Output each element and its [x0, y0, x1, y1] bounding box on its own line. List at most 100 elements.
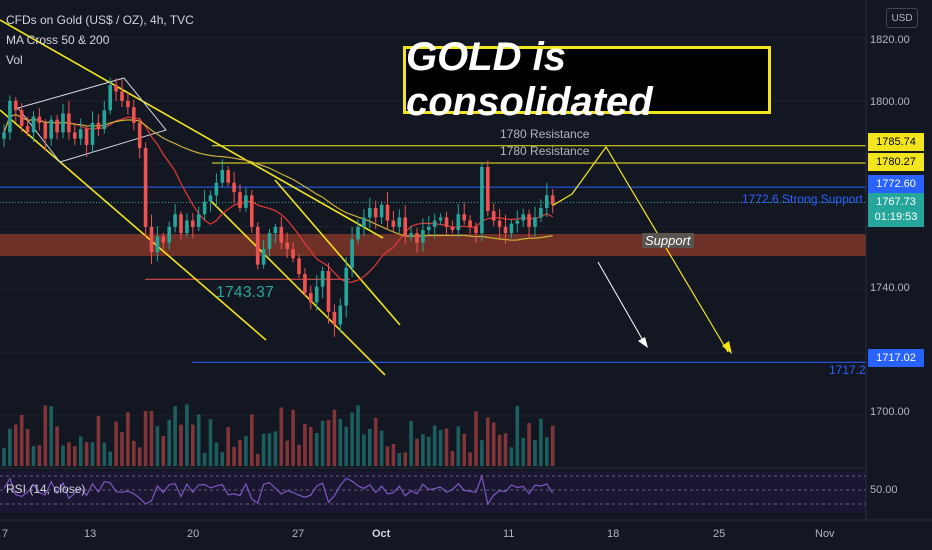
- volume-bar: [468, 452, 472, 466]
- volume-bar: [244, 436, 248, 466]
- volume-bar: [250, 414, 254, 466]
- x-tick-11: 11: [503, 528, 515, 540]
- volume-bar: [261, 433, 266, 466]
- strong-support-label: 1772.6 Strong Support: [742, 192, 863, 206]
- volume-bar: [126, 412, 130, 466]
- volume-bar: [350, 412, 354, 466]
- volume-bar: [108, 451, 112, 466]
- candle: [126, 100, 130, 108]
- y-tick-1700: 1700.00: [870, 406, 910, 418]
- trendlines: [0, 19, 401, 376]
- candle: [527, 214, 531, 227]
- candle: [474, 226, 478, 234]
- moving-averages: [3, 113, 553, 283]
- candle: [167, 226, 171, 243]
- candle: [43, 122, 48, 139]
- volume-bar: [427, 436, 431, 466]
- candle: [31, 116, 36, 133]
- candle: [149, 226, 154, 253]
- candle: [373, 207, 378, 218]
- volume-bar: [143, 411, 148, 466]
- volume-bar: [421, 434, 425, 466]
- volume-bar: [403, 452, 407, 466]
- candle: [533, 217, 537, 227]
- volume-bar: [539, 418, 543, 466]
- volume-bar: [409, 421, 413, 466]
- alt-projection-arrowhead: [638, 337, 648, 348]
- candle: [108, 85, 112, 111]
- volume-bar: [25, 429, 30, 466]
- candle: [185, 220, 189, 234]
- candle: [456, 214, 461, 230]
- support-zone: [0, 234, 866, 256]
- candle: [19, 110, 24, 127]
- candle: [132, 107, 136, 123]
- volume-bar: [214, 442, 219, 466]
- x-tick-25: 25: [713, 528, 726, 540]
- candle: [462, 214, 466, 221]
- candle: [96, 122, 101, 130]
- volume-bar: [362, 434, 366, 466]
- volume-bar: [8, 428, 12, 466]
- volume-bar: [309, 427, 313, 466]
- volume-bar: [285, 440, 289, 466]
- candle: [314, 286, 319, 303]
- volume-bars: [2, 404, 555, 466]
- candle: [291, 248, 295, 259]
- projection-arrows: [552, 145, 732, 354]
- current-price: 1767.73: [876, 196, 916, 208]
- symbol-legend[interactable]: CFDs on Gold (US$ / OZ), 4h, TVC: [6, 13, 194, 27]
- resistance-label-1: 1780 Resistance: [500, 127, 590, 141]
- projection-arrowhead: [722, 341, 732, 354]
- candle: [261, 248, 266, 265]
- volume-bar: [102, 442, 107, 466]
- rsi-level-tick: 50.00: [870, 484, 898, 496]
- volume-bar: [43, 405, 48, 466]
- candle: [539, 207, 543, 218]
- resistance-label-2: 1780 Resistance: [500, 144, 590, 158]
- candle: [503, 226, 508, 234]
- candle: [344, 267, 348, 306]
- candle: [120, 91, 124, 101]
- ma-cross-legend[interactable]: MA Cross 50 & 200: [6, 33, 110, 47]
- candle: [238, 192, 242, 208]
- candle: [497, 220, 502, 227]
- volume-bar: [114, 421, 118, 466]
- volume-bar: [55, 426, 59, 466]
- x-tick-13: 13: [84, 528, 97, 540]
- currency-button[interactable]: USD: [886, 8, 918, 28]
- candle: [491, 211, 496, 221]
- candle: [385, 204, 390, 221]
- volume-bar: [545, 437, 549, 466]
- candle: [545, 195, 549, 208]
- volume-bar: [232, 446, 236, 466]
- candle: [391, 220, 396, 227]
- volume-legend[interactable]: Vol: [6, 53, 23, 67]
- candle: [155, 236, 160, 253]
- x-tick-oct: Oct: [372, 528, 391, 540]
- candle: [226, 170, 230, 183]
- candle: [55, 119, 59, 133]
- candle: [326, 270, 331, 312]
- ma-50-line: [3, 113, 553, 283]
- volume-bar: [78, 436, 83, 466]
- candle: [202, 201, 207, 215]
- candle: [232, 182, 236, 193]
- rsi-legend[interactable]: RSI (14, close): [6, 482, 86, 496]
- volume-bar: [132, 440, 136, 466]
- volume-bar: [297, 444, 301, 466]
- candle: [67, 113, 71, 133]
- candle: [220, 170, 225, 183]
- volume-bar: [444, 428, 449, 466]
- flag-pattern: [17, 77, 167, 163]
- candle: [285, 242, 289, 249]
- candle: [49, 119, 53, 139]
- candle: [73, 132, 77, 139]
- candle: [450, 226, 455, 230]
- volume-bar: [344, 426, 348, 466]
- trend-line: [274, 179, 401, 326]
- volume-bar: [67, 442, 71, 466]
- volume-bar: [503, 433, 508, 466]
- volume-bar: [185, 404, 189, 466]
- volume-bar: [521, 437, 525, 466]
